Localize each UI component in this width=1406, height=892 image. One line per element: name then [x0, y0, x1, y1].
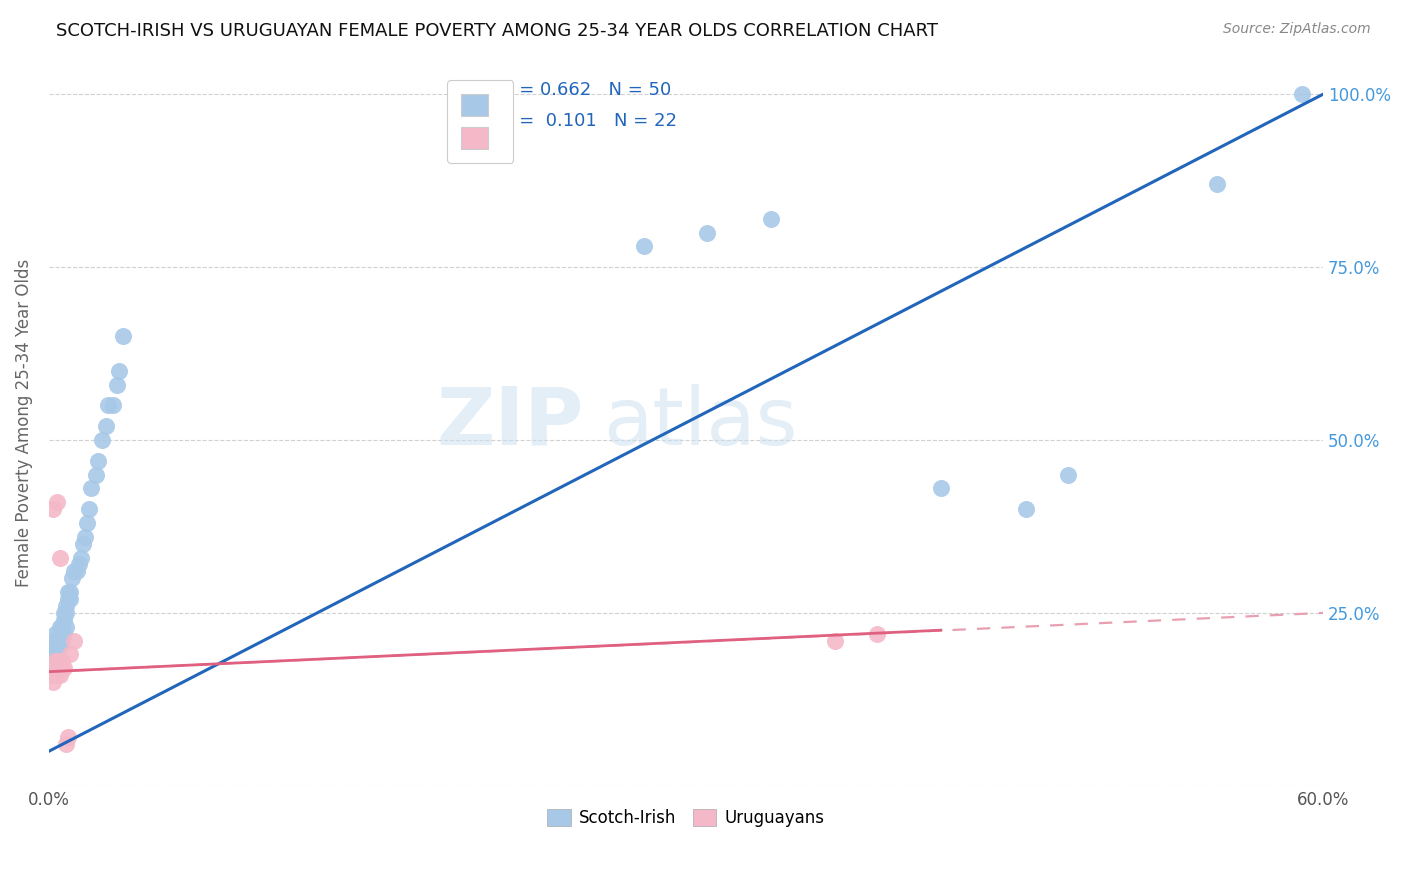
Point	[46, 633, 69, 648]
Point	[59, 648, 82, 662]
Point	[48, 668, 70, 682]
Point	[39, 661, 62, 675]
Point	[67, 558, 90, 572]
Point	[44, 640, 66, 655]
Point	[48, 661, 70, 675]
Point	[1015, 502, 1038, 516]
Point	[824, 633, 846, 648]
Text: SCOTCH-IRISH VS URUGUAYAN FEMALE POVERTY AMONG 25-34 YEAR OLDS CORRELATION CHART: SCOTCH-IRISH VS URUGUAYAN FEMALE POVERTY…	[56, 22, 938, 40]
Point	[69, 550, 91, 565]
Text: ZIP: ZIP	[437, 384, 583, 462]
Point	[75, 530, 97, 544]
Point	[56, 731, 79, 745]
Point	[44, 668, 66, 682]
Point	[1206, 177, 1229, 191]
Point	[101, 398, 124, 412]
Text: atlas: atlas	[603, 384, 797, 462]
Point	[42, 648, 65, 662]
Point	[42, 661, 65, 675]
Point	[48, 626, 70, 640]
Legend: Scotch-Irish, Uruguayans: Scotch-Irish, Uruguayans	[538, 801, 834, 836]
Point	[42, 633, 65, 648]
Point	[48, 550, 70, 565]
Point	[56, 592, 79, 607]
Point	[759, 211, 782, 226]
Point	[51, 633, 73, 648]
Text: R = 0.662   N = 50: R = 0.662 N = 50	[502, 81, 672, 99]
Point	[46, 668, 69, 682]
Point	[59, 592, 82, 607]
Y-axis label: Female Poverty Among 25-34 Year Olds: Female Poverty Among 25-34 Year Olds	[15, 259, 32, 587]
Text: Source: ZipAtlas.com: Source: ZipAtlas.com	[1223, 22, 1371, 37]
Point	[39, 668, 62, 682]
Point	[60, 571, 83, 585]
Point	[72, 537, 94, 551]
Point	[52, 613, 75, 627]
Point	[91, 433, 114, 447]
Point	[80, 482, 103, 496]
Point	[51, 654, 73, 668]
Point	[63, 633, 86, 648]
Point	[866, 626, 889, 640]
Point	[56, 585, 79, 599]
Point	[108, 364, 131, 378]
Point	[65, 565, 87, 579]
Point	[55, 599, 77, 613]
Point	[48, 640, 70, 655]
Point	[52, 626, 75, 640]
Point	[48, 620, 70, 634]
Point	[96, 419, 118, 434]
Point	[44, 626, 66, 640]
Point	[42, 675, 65, 690]
Point	[696, 226, 718, 240]
Text: R =  0.101   N = 22: R = 0.101 N = 22	[502, 112, 678, 130]
Point	[929, 482, 952, 496]
Point	[46, 648, 69, 662]
Point	[112, 329, 135, 343]
Point	[55, 737, 77, 751]
Point	[46, 495, 69, 509]
Point	[59, 585, 82, 599]
Point	[44, 661, 66, 675]
Point	[44, 654, 66, 668]
Point	[105, 377, 128, 392]
Point	[633, 239, 655, 253]
Point	[44, 654, 66, 668]
Point	[52, 606, 75, 620]
Point	[84, 467, 107, 482]
Point	[55, 606, 77, 620]
Point	[76, 516, 98, 530]
Point	[46, 661, 69, 675]
Point	[42, 502, 65, 516]
Point	[42, 668, 65, 682]
Point	[39, 654, 62, 668]
Point	[79, 502, 101, 516]
Point	[1057, 467, 1080, 482]
Point	[46, 654, 69, 668]
Point	[63, 565, 86, 579]
Point	[87, 454, 110, 468]
Point	[1291, 87, 1313, 102]
Point	[52, 661, 75, 675]
Point	[51, 661, 73, 675]
Point	[51, 620, 73, 634]
Point	[97, 398, 120, 412]
Point	[55, 620, 77, 634]
